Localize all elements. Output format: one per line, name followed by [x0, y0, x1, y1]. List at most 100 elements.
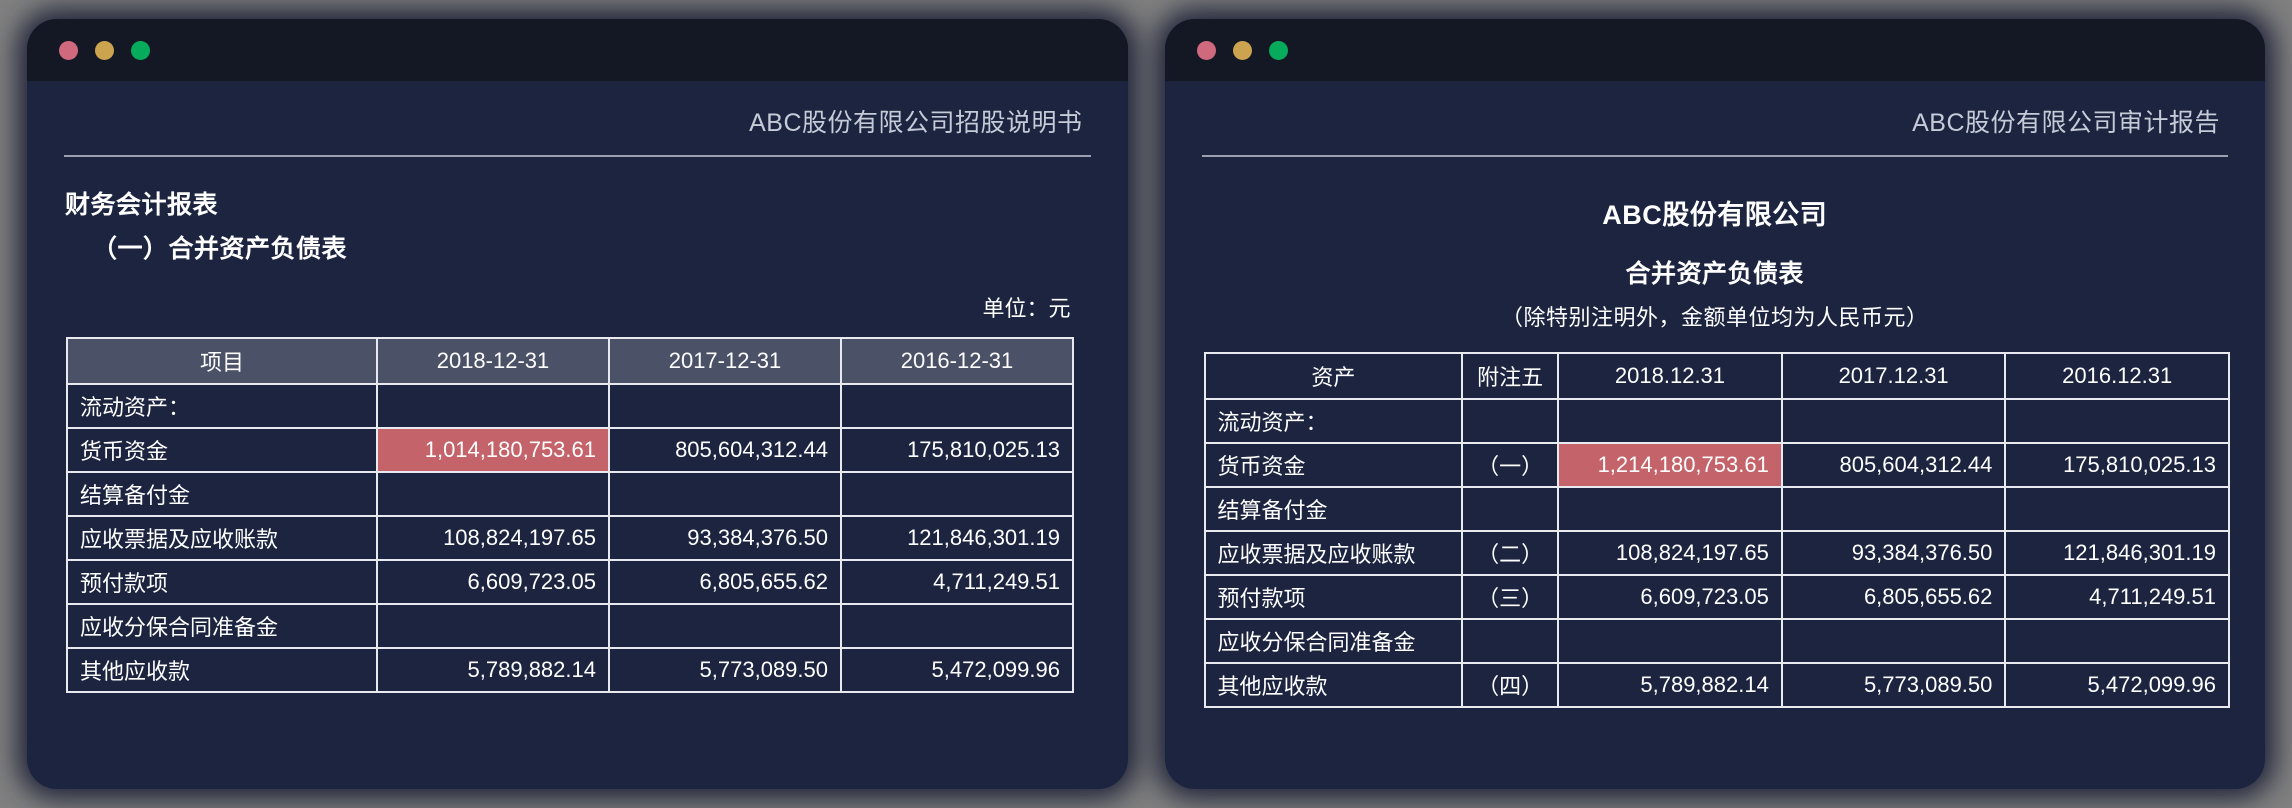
value-cell — [376, 383, 610, 429]
maximize-button-icon[interactable] — [131, 40, 150, 60]
window-titlebar-right — [1164, 19, 2265, 81]
row-note-reference — [1461, 486, 1560, 532]
value-cell: 5,773,089.50 — [1780, 662, 2007, 708]
close-button-icon[interactable] — [59, 40, 78, 60]
table-row: 流动资产： — [1203, 398, 2230, 444]
header-divider-right — [1201, 155, 2228, 157]
row-label: 结算备付金 — [1203, 486, 1464, 532]
value-cell: 5,472,099.96 — [840, 647, 1074, 693]
row-label: 应收分保合同准备金 — [66, 603, 378, 649]
row-label: 货币资金 — [66, 427, 378, 473]
table-row: 货币资金 （一） 1,214,180,753.61 805,604,312.44 175… — [1203, 442, 2230, 488]
value-cell — [1557, 618, 1783, 664]
value-cell: 6,609,723.05 — [1557, 574, 1783, 620]
column-header-3: 2016-12-31 — [840, 337, 1074, 385]
table-row: 其他应收款 （四） 5,789,882.14 5,773,089.50 5,472,09… — [1203, 662, 2230, 708]
balance-sheet-table-wrapper-left: 项目 2018-12-31 2017-12-31 2016-12-31 流动资产： 货币资… — [66, 337, 1093, 693]
section-subtitle-left: （一）合并资产负债表 — [92, 235, 348, 263]
row-note-reference — [1461, 618, 1560, 664]
balance-sheet-table-left: 项目 2018-12-31 2017-12-31 2016-12-31 流动资产： 货币资… — [66, 337, 1074, 693]
document-body-left: ABC股份有限公司招股说明书 财务会计报表 （一）合并资产负债表 单位：元 项目… — [27, 81, 1128, 693]
balance-sheet-table-wrapper-right: 资产 附注五 2018.12.31 2017.12.31 2016.12.31 流动资产：… — [1203, 352, 2231, 708]
value-cell: 108,824,197.65 — [1557, 530, 1783, 576]
value-cell: 121,846,301.19 — [2004, 530, 2230, 576]
table-row: 应收票据及应收账款 （二） 108,824,197.65 93,384,376.50 1… — [1203, 530, 2230, 576]
header-divider-left — [64, 155, 1091, 157]
column-header-0: 资产 — [1203, 352, 1464, 400]
value-cell: 6,805,655.62 — [608, 559, 842, 605]
value-cell: 175,810,025.13 — [2004, 442, 2230, 488]
value-cell: 175,810,025.13 — [840, 427, 1074, 473]
row-label: 流动资产： — [66, 383, 378, 429]
table-row: 结算备付金 — [66, 471, 1074, 517]
document-header-title-left: ABC股份有限公司招股说明书 — [749, 109, 1083, 137]
value-cell: 4,711,249.51 — [2004, 574, 2230, 620]
value-cell — [376, 603, 610, 649]
document-window-prospectus: ABC股份有限公司招股说明书 财务会计报表 （一）合并资产负债表 单位：元 项目… — [27, 19, 1128, 789]
row-label: 应收票据及应收账款 — [66, 515, 378, 561]
row-label: 结算备付金 — [66, 471, 378, 517]
table-title-right: 合并资产负债表 — [1625, 260, 1804, 288]
table-row: 结算备付金 — [1203, 486, 2230, 532]
window-titlebar-left — [27, 19, 1128, 81]
value-cell: 93,384,376.50 — [608, 515, 842, 561]
row-note-reference — [1461, 398, 1560, 444]
value-cell — [1780, 398, 2007, 444]
table-row: 应收分保合同准备金 — [66, 603, 1074, 649]
maximize-button-icon[interactable] — [1268, 40, 1288, 60]
value-cell — [2004, 618, 2230, 664]
document-window-audit-report: ABC股份有限公司审计报告 ABC股份有限公司 合并资产负债表 （除特别注明外，… — [1164, 19, 2266, 789]
value-cell — [376, 471, 610, 517]
value-cell — [1780, 618, 2007, 664]
value-cell: 5,472,099.96 — [2004, 662, 2230, 708]
column-header-2: 2017-12-31 — [608, 337, 842, 385]
table-row: 应收票据及应收账款 108,824,197.65 93,384,376.50 121,… — [66, 515, 1074, 561]
table-row: 应收分保合同准备金 — [1203, 618, 2230, 664]
highlighted-value-cell[interactable]: 1,014,180,753.61 — [376, 427, 610, 473]
balance-sheet-table-right: 资产 附注五 2018.12.31 2017.12.31 2016.12.31 流动资产：… — [1203, 352, 2231, 708]
section-title-left: 财务会计报表 — [65, 191, 219, 219]
value-cell — [1557, 486, 1783, 532]
column-header-3: 2017.12.31 — [1780, 352, 2007, 400]
close-button-icon[interactable] — [1196, 40, 1216, 60]
unit-label-left: 单位：元 — [982, 296, 1071, 321]
minimize-button-icon[interactable] — [1232, 40, 1252, 60]
row-label: 预付款项 — [66, 559, 378, 605]
table-header-row: 项目 2018-12-31 2017-12-31 2016-12-31 — [66, 337, 1074, 385]
document-body-right: ABC股份有限公司审计报告 ABC股份有限公司 合并资产负债表 （除特别注明外，… — [1165, 81, 2266, 708]
value-cell: 805,604,312.44 — [608, 427, 842, 473]
row-label: 应收票据及应收账款 — [1203, 530, 1464, 576]
column-header-0: 项目 — [66, 337, 378, 385]
column-header-4: 2016.12.31 — [2004, 352, 2230, 400]
table-header-row: 资产 附注五 2018.12.31 2017.12.31 2016.12.31 — [1203, 352, 2230, 400]
row-note-reference: （二） — [1461, 530, 1560, 576]
table-row: 货币资金 1,014,180,753.61 805,604,312.44 175,81… — [66, 427, 1074, 473]
row-note-reference: （四） — [1461, 662, 1560, 708]
row-note-reference: （一） — [1461, 442, 1560, 488]
value-cell: 805,604,312.44 — [1780, 442, 2007, 488]
document-header-title-right: ABC股份有限公司审计报告 — [1912, 109, 2220, 137]
value-cell: 6,609,723.05 — [376, 559, 610, 605]
column-header-2: 2018.12.31 — [1557, 352, 1783, 400]
table-row: 预付款项 6,609,723.05 6,805,655.62 4,711,249.51 — [66, 559, 1074, 605]
column-header-1: 2018-12-31 — [376, 337, 610, 385]
value-cell: 93,384,376.50 — [1780, 530, 2007, 576]
table-row: 其他应收款 5,789,882.14 5,773,089.50 5,472,099.9… — [66, 647, 1074, 693]
value-cell: 4,711,249.51 — [840, 559, 1074, 605]
value-cell — [2004, 398, 2230, 444]
value-cell — [608, 471, 842, 517]
company-title-right: ABC股份有限公司 — [1602, 200, 1828, 230]
column-header-1: 附注五 — [1461, 352, 1560, 400]
row-label: 其他应收款 — [66, 647, 378, 693]
value-cell: 108,824,197.65 — [376, 515, 610, 561]
row-label: 其他应收款 — [1203, 662, 1464, 708]
value-cell — [1780, 486, 2007, 532]
table-row: 流动资产： — [66, 383, 1074, 429]
value-cell: 5,789,882.14 — [376, 647, 610, 693]
value-cell: 6,805,655.62 — [1780, 574, 2007, 620]
highlighted-value-cell[interactable]: 1,214,180,753.61 — [1557, 442, 1783, 488]
value-cell — [1557, 398, 1783, 444]
row-label: 应收分保合同准备金 — [1203, 618, 1464, 664]
minimize-button-icon[interactable] — [95, 40, 114, 60]
